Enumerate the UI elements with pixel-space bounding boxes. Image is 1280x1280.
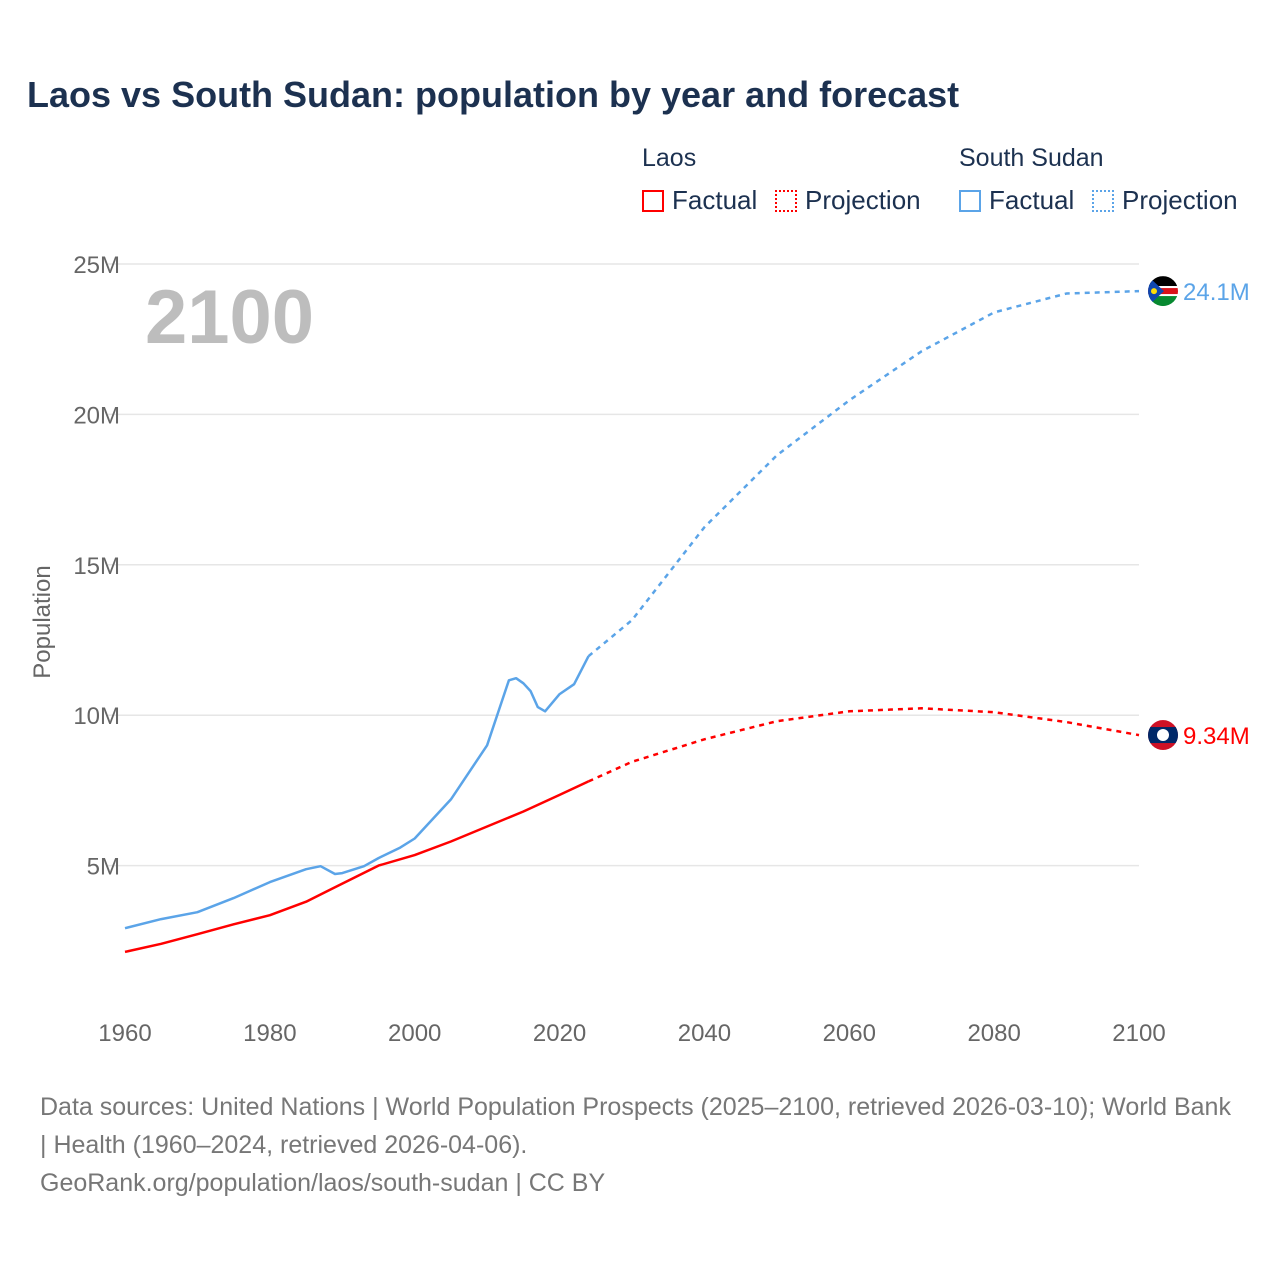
y-axis-label: Population bbox=[29, 565, 56, 678]
legend-group-south-sudan: South Sudan bbox=[959, 144, 1104, 172]
legend-swatch-solid bbox=[959, 189, 981, 212]
year-watermark: 2100 bbox=[145, 275, 314, 360]
x-tick-label: 2020 bbox=[533, 1020, 586, 1047]
south-sudan-end-label: 24.1M bbox=[1183, 279, 1250, 306]
y-tick-label: 15M bbox=[73, 553, 120, 580]
x-tick-label: 2000 bbox=[388, 1020, 441, 1047]
y-tick-label: 25M bbox=[73, 252, 120, 279]
legend-south-sudan-projection[interactable]: Projection bbox=[1092, 185, 1238, 216]
laos-flag-icon bbox=[1148, 720, 1178, 751]
legend-label: Projection bbox=[805, 185, 921, 215]
legend-group-laos: Laos bbox=[642, 144, 697, 172]
legend-label: Factual bbox=[672, 185, 758, 215]
legend-south-sudan-factual[interactable]: Factual bbox=[959, 185, 1074, 216]
data-sources: Data sources: United Nations | World Pop… bbox=[40, 1088, 1240, 1202]
x-tick-label: 2040 bbox=[678, 1020, 731, 1047]
laos-end-label: 9.34M bbox=[1183, 723, 1250, 750]
plot-area: 2100 Population 5M 10M 15M 20M 25M 1960 1980 20… bbox=[29, 252, 1250, 1047]
y-tick-label: 5M bbox=[87, 854, 120, 881]
legend-label: Projection bbox=[1122, 185, 1238, 215]
laos-projection-line bbox=[587, 707, 1140, 783]
y-tick-label: 10M bbox=[73, 703, 120, 730]
legend-swatch-dotted bbox=[775, 189, 797, 212]
legend-swatch-solid bbox=[642, 189, 664, 212]
x-tick-label: 1980 bbox=[243, 1020, 296, 1047]
south-sudan-flag-icon bbox=[1148, 276, 1178, 307]
legend-laos-projection[interactable]: Projection bbox=[775, 185, 921, 216]
y-tick-label: 20M bbox=[73, 402, 120, 429]
legend-label: Factual bbox=[989, 185, 1075, 215]
south-sudan-factual-line bbox=[124, 655, 590, 930]
south-sudan-projection-line bbox=[587, 289, 1140, 658]
x-tick-label: 2100 bbox=[1112, 1020, 1165, 1047]
sources-text: Data sources: United Nations | World Pop… bbox=[40, 1093, 1231, 1159]
legend-laos-factual[interactable]: Factual bbox=[642, 185, 757, 216]
legend-swatch-dotted bbox=[1092, 189, 1114, 212]
chart-title: Laos vs South Sudan: population by year … bbox=[27, 74, 960, 115]
x-tick-label: 2060 bbox=[823, 1020, 876, 1047]
laos-factual-line bbox=[124, 780, 590, 954]
x-tick-label: 1960 bbox=[98, 1020, 151, 1047]
credit-link[interactable]: GeoRank.org/population/laos/south-sudan … bbox=[40, 1169, 606, 1197]
x-tick-label: 2080 bbox=[967, 1020, 1020, 1047]
